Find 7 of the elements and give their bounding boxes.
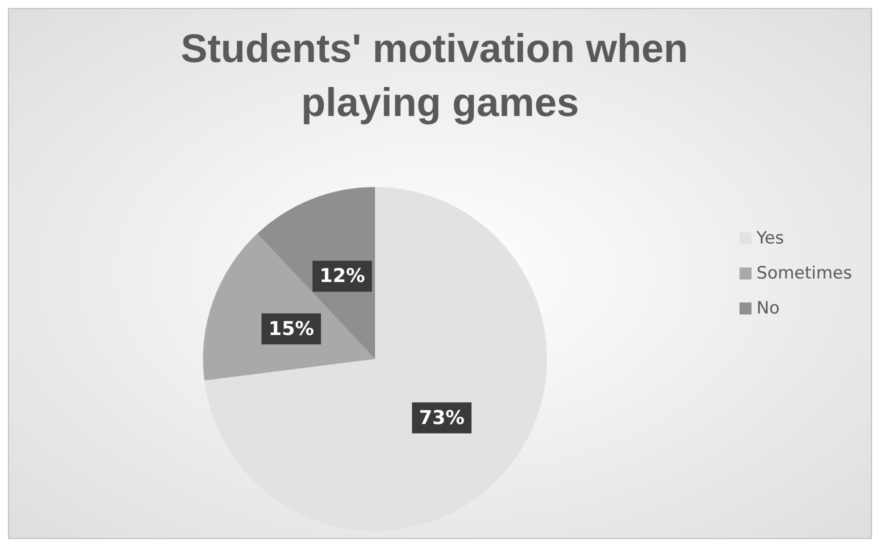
legend-label: Yes (756, 228, 784, 248)
data-label: 15% (268, 318, 314, 340)
legend-label: Sometimes (756, 264, 852, 284)
data-label: 12% (319, 265, 365, 288)
legend-label: No (756, 298, 780, 318)
data-label: 73% (419, 406, 464, 429)
chart-title: Students' motivation when playing games (180, 27, 700, 125)
